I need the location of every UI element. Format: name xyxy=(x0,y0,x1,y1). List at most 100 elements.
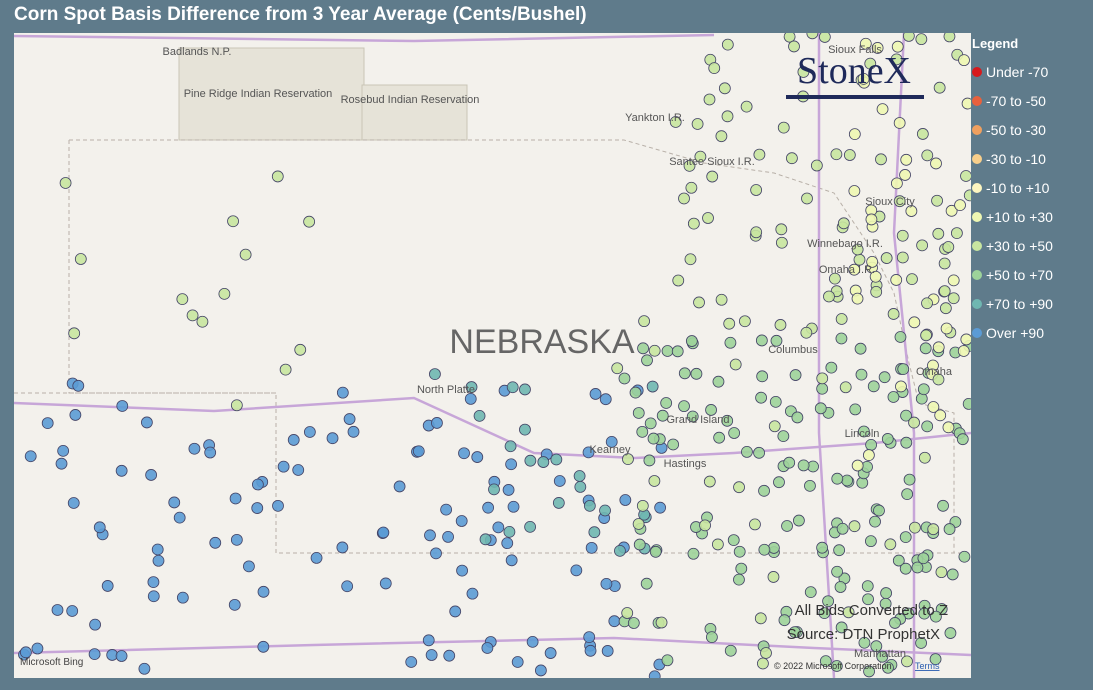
legend-item[interactable]: +70 to +90 xyxy=(972,289,1053,318)
bid-dot xyxy=(482,501,495,514)
bid-dot xyxy=(859,37,872,50)
bid-dot xyxy=(899,562,912,575)
bid-dot xyxy=(755,391,767,404)
bid-dot xyxy=(678,400,690,413)
bid-dot xyxy=(188,442,201,455)
legend-item[interactable]: -70 to -50 xyxy=(972,86,1053,115)
bid-dot xyxy=(583,499,596,512)
bid-dot xyxy=(956,433,969,446)
bid-dot xyxy=(147,590,160,603)
bid-dot xyxy=(878,371,891,384)
bid-dot xyxy=(816,382,829,395)
bid-dot xyxy=(699,519,711,532)
legend-swatch xyxy=(972,182,982,193)
bid-dot xyxy=(908,316,921,329)
bid-dot xyxy=(801,192,813,205)
bid-dot xyxy=(59,177,72,189)
bid-dot xyxy=(272,499,284,512)
bid-dot xyxy=(656,409,669,422)
bid-dot xyxy=(684,253,697,266)
bid-dot xyxy=(711,538,724,551)
legend-item[interactable]: -30 to -10 xyxy=(972,144,1053,173)
bid-dot xyxy=(899,531,912,543)
bid-dot xyxy=(881,433,894,445)
bid-dot xyxy=(145,469,158,481)
legend-item[interactable]: -50 to -30 xyxy=(972,115,1053,144)
bid-dot xyxy=(685,335,698,347)
bid-dot xyxy=(708,62,721,75)
bid-dot xyxy=(176,293,189,306)
bid-dot xyxy=(918,451,931,464)
bid-dot xyxy=(854,342,867,355)
bid-dot xyxy=(644,417,657,430)
bid-dot xyxy=(862,593,874,606)
bid-dot xyxy=(279,363,292,376)
bid-dot xyxy=(869,270,882,283)
bid-dot xyxy=(804,479,816,492)
bid-dot xyxy=(24,450,37,463)
map[interactable]: Badlands N.P. Pine Ridge Indian Reservati… xyxy=(14,33,971,678)
place-label: Sioux City xyxy=(865,196,915,208)
bid-dot xyxy=(724,336,737,349)
legend: Legend Under -70 -70 to -50 -50 to -30 -30 … xyxy=(972,36,1053,347)
bid-dot xyxy=(837,217,850,230)
bid-dot xyxy=(632,518,645,530)
bid-dot xyxy=(636,499,649,512)
bid-dot xyxy=(66,605,79,617)
bid-dot xyxy=(647,432,660,445)
reservation xyxy=(178,47,365,141)
bid-dot xyxy=(944,627,957,639)
bid-dot xyxy=(589,388,602,400)
bid-dot xyxy=(895,380,907,393)
place-label: Winnebago I.R. xyxy=(807,238,883,250)
bid-dot xyxy=(900,153,913,166)
bid-dot xyxy=(69,409,82,421)
bid-dot xyxy=(230,533,243,546)
bid-dot xyxy=(900,436,913,449)
bid-dot xyxy=(942,421,955,434)
note: Source: DTN ProphetX xyxy=(787,626,940,643)
bid-dot xyxy=(412,445,425,458)
bid-dot xyxy=(627,617,640,629)
place-label: Grand Island xyxy=(667,414,730,426)
place-label: Kearney xyxy=(590,444,631,456)
bid-dot xyxy=(755,334,768,347)
place-label: Yankton I.R. xyxy=(625,112,685,124)
bid-dot xyxy=(947,274,960,287)
legend-swatch xyxy=(972,211,982,222)
bid-dot xyxy=(851,459,864,472)
legend-item[interactable]: +10 to +30 xyxy=(972,202,1053,231)
legend-item[interactable]: +50 to +70 xyxy=(972,260,1053,289)
bid-dot xyxy=(773,476,785,489)
bid-dot xyxy=(72,379,85,392)
place-label: Omaha I.R. xyxy=(819,264,875,276)
bid-dot xyxy=(933,81,946,94)
bid-dot xyxy=(534,664,547,677)
bid-dot xyxy=(848,128,861,141)
bid-dot xyxy=(806,33,819,40)
bid-dot xyxy=(601,645,614,657)
legend-swatch xyxy=(972,124,982,135)
legend-item[interactable]: Under -70 xyxy=(972,57,1053,86)
bid-dot xyxy=(848,263,861,276)
bid-dot xyxy=(672,274,685,287)
bid-dot xyxy=(915,637,927,649)
bid-dot xyxy=(501,537,514,550)
logo-bar xyxy=(786,95,924,99)
bid-dot xyxy=(239,248,252,261)
legend-item[interactable]: +30 to +50 xyxy=(972,231,1053,260)
legend-label: +50 to +70 xyxy=(986,266,1053,283)
terms-link[interactable]: Terms xyxy=(915,661,940,671)
legend-item[interactable]: Over +90 xyxy=(972,318,1053,347)
bid-dot xyxy=(810,159,823,172)
bid-dot xyxy=(800,326,813,339)
legend-item[interactable]: -10 to +10 xyxy=(972,173,1053,202)
bid-dot xyxy=(818,33,831,43)
bid-dot xyxy=(864,57,877,70)
bid-dot xyxy=(769,395,782,408)
place-label: North Platte xyxy=(417,384,475,396)
place-label: Pine Ridge Indian Reservation xyxy=(184,88,333,100)
bid-dot xyxy=(186,309,199,322)
bid-dot xyxy=(934,409,947,422)
bid-dot xyxy=(101,580,114,592)
